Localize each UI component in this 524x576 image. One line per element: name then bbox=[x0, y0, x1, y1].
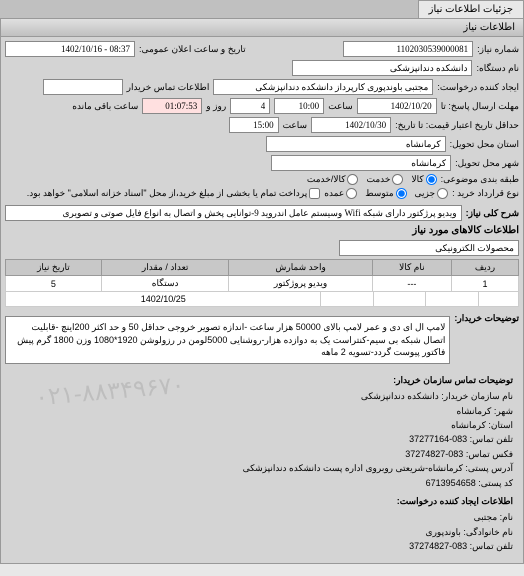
creator-phone-value: 083-37274827 bbox=[409, 541, 467, 551]
goods-info-title: اطلاعات کالاهای مورد نیاز bbox=[5, 225, 519, 236]
radio-motavasset-label: متوسط bbox=[365, 188, 393, 199]
day-and-label: روز و bbox=[206, 101, 226, 112]
creator-phone-label: تلفن تماس: bbox=[470, 541, 513, 551]
deadline-date-input[interactable] bbox=[357, 98, 437, 114]
org-name-value: دانشکده دندانپزشکی bbox=[361, 391, 439, 401]
info-header: اطلاعات نیاز bbox=[1, 19, 523, 37]
radio-khadamat[interactable]: خدمت bbox=[366, 174, 403, 185]
contact-city-value: کرمانشاه bbox=[457, 406, 492, 416]
contact-phone-value: 083-37277164 bbox=[409, 434, 467, 444]
radio-motavasset[interactable]: متوسط bbox=[365, 188, 406, 199]
radio-kala-khadamat[interactable]: کالا/خدمت bbox=[307, 174, 359, 185]
buyer-explanation-label: توضیحات خریدار: bbox=[454, 313, 519, 324]
deadline-time-input[interactable] bbox=[274, 98, 324, 114]
public-datetime-input[interactable] bbox=[5, 41, 135, 57]
th-row: ردیف bbox=[451, 260, 518, 276]
contact-city-label: شهر: bbox=[494, 406, 513, 416]
table-row-2: 1402/10/25 bbox=[6, 292, 519, 307]
hour-label-2: ساعت bbox=[283, 120, 308, 131]
th-qty: تعداد / مقدار bbox=[101, 260, 229, 276]
buyer-contact-label: اطلاعات تماس خریدار bbox=[127, 82, 210, 93]
creator-input[interactable] bbox=[213, 79, 433, 95]
radio-jozi[interactable]: جزیی bbox=[415, 188, 449, 199]
creator-name-label: نام: bbox=[500, 512, 513, 522]
need-description-label: شرح کلی نیاز: bbox=[466, 208, 519, 219]
creator-family-label: نام خانوادگی: bbox=[463, 527, 513, 537]
city-label: شهر محل تحویل: bbox=[455, 158, 519, 169]
currency-type-label: طبقه بندی موضوعی: bbox=[441, 174, 519, 185]
expiry-label: حداقل تاریخ اعتبار قیمت: تا تاریخ: bbox=[395, 120, 519, 131]
remaining-days-input[interactable] bbox=[230, 98, 270, 114]
contact-fax-value: 083-37274827 bbox=[405, 449, 463, 459]
contact-fax-label: فکس تماس: bbox=[466, 449, 513, 459]
contact-address-label: آدرس پستی: bbox=[465, 463, 513, 473]
creator-contact-title: اطلاعات ایجاد کننده درخواست: bbox=[11, 494, 513, 508]
province-label: استان محل تحویل: bbox=[450, 139, 519, 150]
creator-name-value: مجتبی bbox=[474, 512, 498, 522]
td-rownum: 1 bbox=[451, 276, 518, 292]
td-unit: دستگاه bbox=[101, 276, 229, 292]
agreement-label: نوع قرارداد خرید : bbox=[452, 188, 519, 199]
radio-khadamat-label: خدمت bbox=[366, 174, 390, 185]
city-input[interactable] bbox=[271, 155, 451, 171]
contact-postal-label: کد پستی: bbox=[478, 478, 513, 488]
table-row[interactable]: 1 --- ویدیو پروژکتور دستگاه 5 bbox=[6, 276, 519, 292]
radio-omde[interactable]: عمده bbox=[324, 188, 357, 199]
org-name-label: نام سازمان خریدار: bbox=[441, 391, 513, 401]
goods-table: ردیف نام کالا واحد شمارش تعداد / مقدار ت… bbox=[5, 259, 519, 292]
request-number-input[interactable] bbox=[343, 41, 473, 57]
deadline-label: مهلت ارسال پاسخ: تا bbox=[441, 101, 519, 112]
contact-address-value: کرمانشاه-شریعتی روبروی اداره پست دانشکده… bbox=[243, 463, 463, 473]
th-name: نام کالا bbox=[372, 260, 451, 276]
device-name-label: نام دستگاه: bbox=[476, 63, 519, 74]
remaining-time-input[interactable] bbox=[142, 98, 202, 114]
creator-family-value: باوندپوری bbox=[426, 527, 461, 537]
contact-phone-label: تلفن تماس: bbox=[470, 434, 513, 444]
buyer-explanation-box: لامپ ال ای دی و عمر لامپ بالای 50000 هزا… bbox=[5, 316, 450, 364]
org-contact-title: توضیحات تماس سازمان خریدار: bbox=[11, 373, 513, 387]
radio-kala-khadamat-label: کالا/خدمت bbox=[307, 174, 346, 185]
payment-checkbox[interactable]: پرداخت تمام یا بخشی از مبلغ خرید،از محل … bbox=[27, 188, 320, 199]
creator-label: ایجاد کننده درخواست: bbox=[437, 82, 519, 93]
td-name: ویدیو پروژکتور bbox=[229, 276, 372, 292]
public-datetime-label: تاریخ و ساعت اعلان عمومی: bbox=[139, 44, 246, 55]
province-input[interactable] bbox=[266, 136, 446, 152]
contact-province-label: استان: bbox=[488, 420, 513, 430]
table-header-row: ردیف نام کالا واحد شمارش تعداد / مقدار ت… bbox=[6, 260, 519, 276]
td-qty: 5 bbox=[6, 276, 102, 292]
tab-details[interactable]: جزئیات اطلاعات نیاز bbox=[418, 0, 524, 18]
expiry-time-input[interactable] bbox=[229, 117, 279, 133]
payment-note-label: پرداخت تمام یا بخشی از مبلغ خرید،از محل … bbox=[27, 188, 307, 199]
device-name-input[interactable] bbox=[292, 60, 472, 76]
radio-jozi-label: جزیی bbox=[415, 188, 436, 199]
radio-omde-label: عمده bbox=[324, 188, 344, 199]
products-input[interactable] bbox=[339, 240, 519, 256]
request-number-label: شماره نیاز: bbox=[477, 44, 519, 55]
th-date: تاریخ نیاز bbox=[6, 260, 102, 276]
remaining-label: ساعت باقی مانده bbox=[72, 101, 138, 112]
radio-kala[interactable]: کالا bbox=[411, 174, 436, 185]
contact-postal-value: 6713954658 bbox=[426, 478, 476, 488]
radio-kala-label: کالا bbox=[411, 174, 423, 185]
th-unit: واحد شمارش bbox=[229, 260, 372, 276]
hour-label-1: ساعت bbox=[328, 101, 353, 112]
td-code: --- bbox=[372, 276, 451, 292]
buyer-contact-input[interactable] bbox=[43, 79, 123, 95]
expiry-date-input[interactable] bbox=[311, 117, 391, 133]
contact-province-value: کرمانشاه bbox=[451, 420, 486, 430]
need-description-input[interactable] bbox=[5, 205, 462, 221]
td-date: 1402/10/25 bbox=[6, 292, 321, 307]
